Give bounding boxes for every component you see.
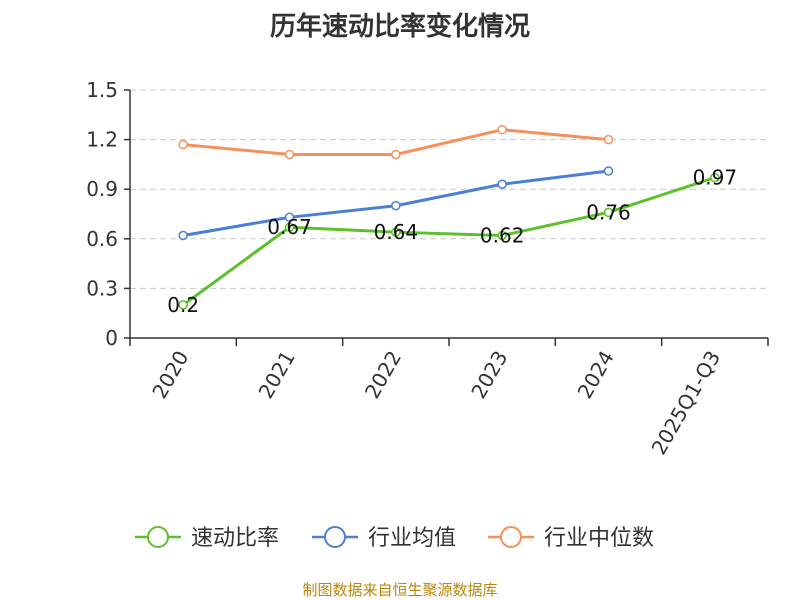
data-label: 0.76 <box>586 200 631 224</box>
data-point <box>391 200 401 211</box>
x-tick-label: 2021 <box>254 347 300 403</box>
x-tick-label: 2020 <box>147 347 193 403</box>
data-point <box>497 230 507 241</box>
data-label: 0.97 <box>693 166 738 190</box>
data-point <box>391 227 401 237</box>
y-tick-label: 0.6 <box>86 227 118 251</box>
y-tick-label: 0.3 <box>86 276 118 300</box>
data-label: 0.62 <box>480 223 525 247</box>
data-point <box>497 179 507 189</box>
x-tick-label: 2024 <box>573 347 619 403</box>
data-point <box>178 300 188 310</box>
data-point <box>497 124 507 135</box>
y-tick-label: 0.9 <box>86 177 118 201</box>
data-label: 0.64 <box>374 220 419 244</box>
legend-label: 速动比率 <box>191 526 279 551</box>
legend-marker <box>500 526 522 548</box>
data-point <box>603 134 614 145</box>
legend-label: 行业均值 <box>368 526 456 551</box>
y-tick-label: 0 <box>105 326 118 350</box>
data-point <box>284 212 295 223</box>
data-label: 0.2 <box>167 293 199 317</box>
data-point <box>391 149 401 160</box>
series-line <box>182 176 716 307</box>
y-tick-label: 1.2 <box>86 128 118 152</box>
legend-marker <box>324 526 346 548</box>
data-point <box>284 149 295 160</box>
data-point <box>178 139 188 150</box>
x-tick-label: 2022 <box>360 347 406 403</box>
data-point <box>284 222 295 232</box>
y-tick-label: 1.5 <box>86 78 118 102</box>
data-point <box>603 207 614 218</box>
x-tick-label: 2025Q1-Q3 <box>646 347 725 459</box>
x-tick-label: 2023 <box>466 346 512 402</box>
legend-marker <box>147 526 169 548</box>
data-point <box>710 172 720 183</box>
data-point <box>603 166 614 176</box>
chart-title: 历年速动比率变化情况 <box>269 12 530 42</box>
source-note: 制图数据来自恒生聚源数据库 <box>302 581 498 599</box>
legend-label: 行业中位数 <box>544 526 654 551</box>
data-label: 0.67 <box>267 215 312 239</box>
data-point <box>178 230 188 241</box>
